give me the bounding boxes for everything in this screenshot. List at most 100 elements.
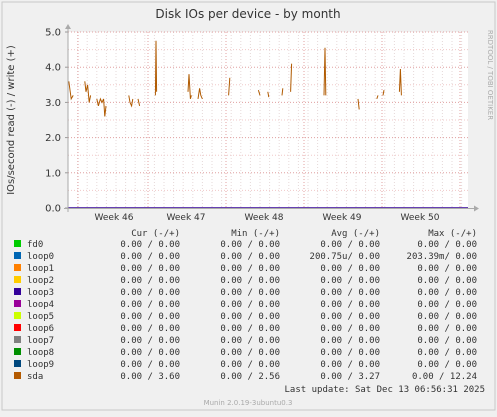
legend-value-max: 0.00 / 0.00 xyxy=(417,360,477,370)
y-axis-label: IOs/second read (-) / write (+) xyxy=(6,45,17,195)
series-line-sda xyxy=(128,95,134,108)
y-axis-arrow xyxy=(65,24,71,29)
x-axis-arrow xyxy=(474,205,479,212)
series-line-sda xyxy=(323,47,327,96)
legend-name: loop0 xyxy=(27,252,54,262)
legend-value-cur: 0.00 / 0.00 xyxy=(120,264,180,274)
y-tick-label: 2.0 xyxy=(45,133,61,144)
legend-name: loop9 xyxy=(27,360,54,370)
legend-value-cur: 0.00 / 0.00 xyxy=(120,300,180,310)
series-line-sda xyxy=(228,77,231,96)
series-line-sda xyxy=(84,81,92,103)
legend-value-cur: 0.00 / 0.00 xyxy=(120,240,180,250)
grid-lines xyxy=(67,31,468,208)
legend-value-cur: 0.00 / 0.00 xyxy=(120,324,180,334)
axes xyxy=(64,24,479,212)
x-tick-label: Week 49 xyxy=(323,213,362,223)
series-lines xyxy=(68,40,402,117)
legend-value-max: 0.00 / 0.00 xyxy=(417,348,477,358)
series-line-sda xyxy=(398,68,402,96)
legend-value-min: 0.00 / 0.00 xyxy=(220,276,280,286)
legend-value-cur: 0.00 / 0.00 xyxy=(120,336,180,346)
legend-value-min: 0.00 / 0.00 xyxy=(220,324,280,334)
legend-value-avg: 200.75u/ 0.00 xyxy=(310,252,380,262)
legend-value-max: 0.00 / 0.00 xyxy=(417,276,477,286)
legend-value-min: 0.00 / 0.00 xyxy=(220,288,280,298)
legend-swatch xyxy=(14,276,21,283)
legend-swatch xyxy=(14,264,21,271)
legend-swatch xyxy=(14,324,21,331)
legend-value-avg: 0.00 / 0.00 xyxy=(320,312,380,322)
legend-swatch xyxy=(14,312,21,319)
x-tick-labels: Week 46 Week 47 Week 48 Week 49 Week 50 xyxy=(95,213,440,223)
legend-value-avg: 0.00 / 0.00 xyxy=(320,276,380,286)
legend-swatch xyxy=(14,348,21,355)
legend-value-max: 0.00 / 12.24 xyxy=(412,372,477,382)
series-line-sda xyxy=(187,74,192,100)
y-tick-label: 5.0 xyxy=(45,28,61,39)
legend-name: loop1 xyxy=(27,264,54,274)
legend-value-cur: 0.00 / 0.00 xyxy=(120,288,180,298)
legend-header: Cur (-/+) xyxy=(131,229,180,239)
series-line-sda xyxy=(137,98,141,107)
legend-value-min: 0.00 / 0.00 xyxy=(220,252,280,262)
legend-swatch xyxy=(14,288,21,295)
legend-value-cur: 0.00 / 3.60 xyxy=(120,372,180,382)
x-tick-label: Week 48 xyxy=(245,213,284,223)
legend-name: loop6 xyxy=(27,324,54,334)
legend-name: loop7 xyxy=(27,336,54,346)
series-line-sda xyxy=(68,81,74,101)
legend-value-min: 0.00 / 2.56 xyxy=(220,372,280,382)
legend-name: loop5 xyxy=(27,312,54,322)
series-line-sda xyxy=(197,88,203,100)
series-line-sda xyxy=(257,89,261,96)
y-tick-label: 3.0 xyxy=(45,98,61,109)
legend-value-avg: 0.00 / 0.00 xyxy=(320,300,380,310)
legend-value-avg: 0.00 / 0.00 xyxy=(320,360,380,370)
legend-value-cur: 0.00 / 0.00 xyxy=(120,312,180,322)
series-line-sda xyxy=(96,97,107,117)
legend-swatch xyxy=(14,360,21,367)
legend-value-max: 0.00 / 0.00 xyxy=(417,324,477,334)
legend-value-max: 0.00 / 0.00 xyxy=(417,336,477,346)
legend-name: loop8 xyxy=(27,348,54,358)
series-line-sda xyxy=(376,95,379,100)
x-tick-label: Week 47 xyxy=(167,213,206,223)
legend-value-cur: 0.00 / 0.00 xyxy=(120,276,180,286)
series-line-sda xyxy=(290,63,293,92)
legend-value-min: 0.00 / 0.00 xyxy=(220,360,280,370)
legend-value-min: 0.00 / 0.00 xyxy=(220,336,280,346)
legend-header: Max (-/+) xyxy=(428,229,477,239)
legend-value-cur: 0.00 / 0.00 xyxy=(120,348,180,358)
legend-value-avg: 0.00 / 0.00 xyxy=(320,240,380,250)
legend-value-avg: 0.00 / 0.00 xyxy=(320,264,380,274)
series-line-sda xyxy=(382,90,385,96)
legend-value-min: 0.00 / 0.00 xyxy=(220,348,280,358)
legend-name: loop4 xyxy=(27,300,54,310)
legend-value-avg: 0.00 / 0.00 xyxy=(320,324,380,334)
rrdtool-side-label: RRDTOOL / TOBI OETIKER xyxy=(486,30,494,120)
legend-value-max: 0.00 / 0.00 xyxy=(417,264,477,274)
legend-value-min: 0.00 / 0.00 xyxy=(220,240,280,250)
x-tick-label: Week 50 xyxy=(401,213,440,223)
y-tick-label: 0.0 xyxy=(45,204,61,215)
legend-value-max: 0.00 / 0.00 xyxy=(417,288,477,298)
legend-value-min: 0.00 / 0.00 xyxy=(220,312,280,322)
legend-value-cur: 0.00 / 0.00 xyxy=(120,252,180,262)
legend-swatch xyxy=(14,336,21,343)
legend-swatch xyxy=(14,372,21,379)
y-tick-label: 1.0 xyxy=(45,168,61,179)
y-tick-label: 4.0 xyxy=(45,63,61,74)
legend-swatch xyxy=(14,300,21,307)
legend-value-min: 0.00 / 0.00 xyxy=(220,264,280,274)
legend: Cur (-/+) Min (-/+) Avg (-/+) Max (-/+) fd0 0… xyxy=(14,229,477,382)
series-line-sda xyxy=(267,91,270,98)
legend-value-min: 0.00 / 0.00 xyxy=(220,300,280,310)
legend-value-cur: 0.00 / 0.00 xyxy=(120,360,180,370)
legend-value-max: 0.00 / 0.00 xyxy=(417,300,477,310)
series-line-sda xyxy=(357,98,360,110)
legend-value-avg: 0.00 / 0.00 xyxy=(320,348,380,358)
legend-value-avg: 0.00 / 0.00 xyxy=(320,336,380,346)
